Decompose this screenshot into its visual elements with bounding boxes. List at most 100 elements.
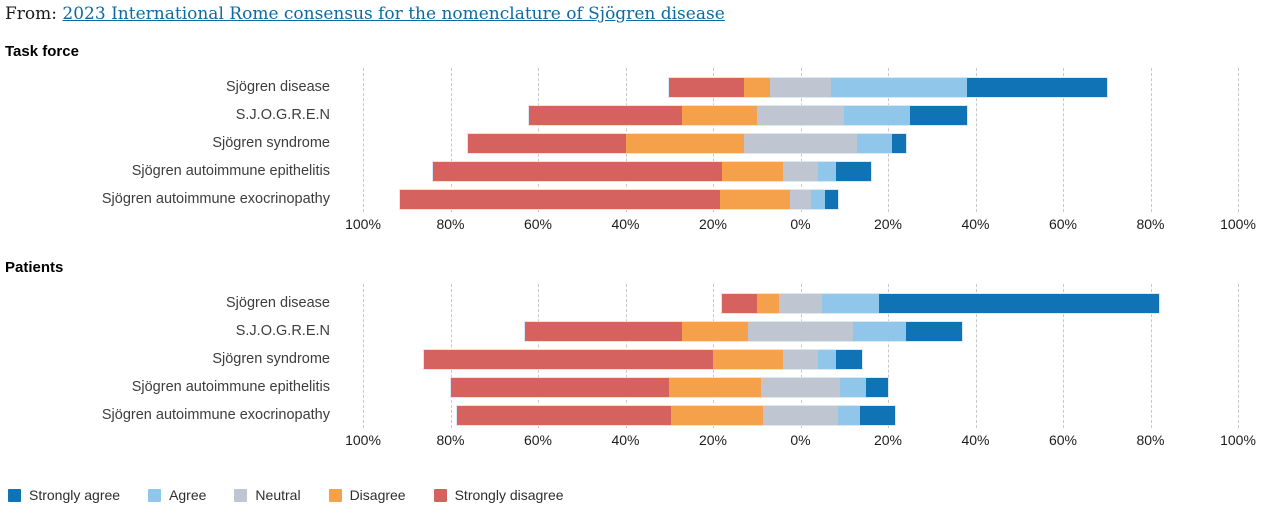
category-label: Sjögren autoimmune epithelitis	[131, 163, 330, 179]
axis-tick-label: 60%	[1048, 432, 1078, 448]
axis-tick-label: 20%	[873, 216, 903, 232]
panel-title-task-force: Task force	[5, 43, 79, 60]
legend-swatch-agree	[148, 488, 162, 502]
legend: Strongly agree Agree Neutral Disagree Strong…	[8, 487, 564, 503]
axis-tick-label: 40%	[961, 432, 990, 448]
bar-segment-disagree	[719, 190, 790, 209]
axis-tick-label: 20%	[873, 432, 903, 448]
axis-tick-label: 100%	[1220, 432, 1256, 448]
bar-segment-strongly-disagree	[433, 162, 722, 181]
axis-tick-label: 40%	[611, 432, 640, 448]
gridline	[975, 68, 977, 212]
category-label: S.J.O.G.R.E.N	[235, 323, 330, 339]
axis-tick-label: 20%	[698, 432, 728, 448]
axis-tick-label: 100%	[345, 432, 381, 448]
gridline	[1150, 284, 1152, 428]
bar-segment-strongly-disagree	[524, 322, 683, 341]
bar-segment-strongly-disagree	[468, 134, 626, 153]
bar-segment-agree	[837, 406, 860, 425]
axis-patients: 100% 80% 60% 40% 20% 0% 20% 40% 60% 80% 100%	[0, 432, 1270, 450]
source-line: From: 2023 International Rome consensus …	[5, 4, 725, 24]
bar-segment-strongly-agree	[879, 294, 1160, 313]
chart-task-force: Sjögren disease S.J.O.G.R.E.N Sjögren synd…	[0, 68, 1270, 212]
source-prefix: From:	[5, 4, 63, 24]
gridline	[363, 284, 364, 428]
bar-segment-disagree	[721, 162, 783, 181]
bar-segment-strongly-disagree	[669, 78, 744, 97]
bar-segment-strongly-disagree	[457, 406, 672, 425]
axis-tick-label: 20%	[698, 216, 728, 232]
bar-segment-agree	[831, 78, 967, 97]
axis-tick-label: 60%	[523, 216, 553, 232]
bar	[399, 189, 839, 210]
gridline	[1063, 284, 1064, 428]
category-label: Sjögren syndrome	[212, 351, 330, 367]
bar	[668, 77, 1108, 98]
panel-title-patients: Patients	[5, 259, 64, 276]
bar-segment-agree	[811, 190, 825, 209]
bar-segment-strongly-agree	[866, 378, 888, 397]
bar-segment-agree	[818, 350, 836, 369]
gridline	[888, 284, 889, 428]
chart-patients: Sjögren disease S.J.O.G.R.E.N Sjögren synd…	[0, 284, 1270, 428]
gridline	[1238, 68, 1239, 212]
gridline	[1150, 68, 1152, 212]
bar-segment-neutral	[743, 134, 858, 153]
bar-segment-agree	[844, 106, 910, 125]
bar-segment-agree	[822, 294, 880, 313]
category-label: S.J.O.G.R.E.N	[235, 107, 330, 123]
source-link[interactable]: 2023 International Rome consensus for th…	[62, 4, 725, 24]
bar-segment-strongly-agree	[835, 350, 862, 369]
legend-item: Neutral	[234, 487, 301, 503]
bar-segment-agree	[839, 378, 867, 397]
bar-segment-disagree	[682, 106, 757, 125]
axis-tick-label: 40%	[961, 216, 990, 232]
axis-tick-label: 80%	[436, 432, 465, 448]
bar-segment-agree	[818, 162, 836, 181]
axis-task-force: 100% 80% 60% 40% 20% 0% 20% 40% 60% 80% 100%	[0, 216, 1270, 234]
bar-segment-disagree	[669, 378, 762, 397]
axis-tick-label: 40%	[611, 216, 640, 232]
bar	[467, 133, 907, 154]
bar-segment-strongly-disagree	[721, 294, 757, 313]
bar	[456, 405, 896, 426]
gridline	[363, 68, 364, 212]
category-label: Sjögren autoimmune epithelitis	[131, 379, 330, 395]
category-label: Sjögren syndrome	[212, 135, 330, 151]
bar-segment-strongly-disagree	[529, 106, 683, 125]
axis-tick-label: 100%	[345, 216, 381, 232]
gridline	[450, 68, 452, 212]
legend-item: Disagree	[328, 487, 406, 503]
legend-label: Strongly disagree	[454, 487, 564, 503]
legend-label: Strongly agree	[29, 487, 121, 503]
bar-segment-neutral	[761, 378, 840, 397]
bar-segment-strongly-agree	[859, 406, 895, 425]
bar	[423, 349, 863, 370]
bar-segment-agree	[857, 134, 893, 153]
bar	[528, 105, 968, 126]
axis-tick-label: 100%	[1220, 216, 1256, 232]
legend-label: Neutral	[255, 487, 301, 503]
bar-segment-agree	[853, 322, 906, 341]
bar-segment-disagree	[682, 322, 748, 341]
legend-swatch-strongly-disagree	[433, 488, 447, 502]
bar	[720, 293, 1161, 314]
bar-segment-neutral	[783, 162, 818, 181]
bar-segment-neutral	[769, 78, 832, 97]
bar-segment-disagree	[671, 406, 764, 425]
bar-segment-strongly-agree	[966, 78, 1107, 97]
axis-tick-label: 60%	[523, 432, 553, 448]
gridline	[1238, 284, 1239, 428]
bar-segment-neutral	[756, 106, 845, 125]
bar-segment-disagree	[756, 294, 779, 313]
axis-tick-label: 80%	[436, 216, 465, 232]
legend-label: Agree	[169, 487, 207, 503]
legend-item: Strongly disagree	[433, 487, 564, 503]
category-label: Sjögren autoimmune exocrinopathy	[101, 191, 330, 207]
bar-segment-disagree	[743, 78, 770, 97]
bar-segment-strongly-agree	[824, 190, 838, 209]
category-label: Sjögren disease	[226, 295, 330, 311]
bar	[523, 321, 964, 342]
bar-segment-strongly-disagree	[424, 350, 713, 369]
bar-segment-strongly-agree	[835, 162, 871, 181]
